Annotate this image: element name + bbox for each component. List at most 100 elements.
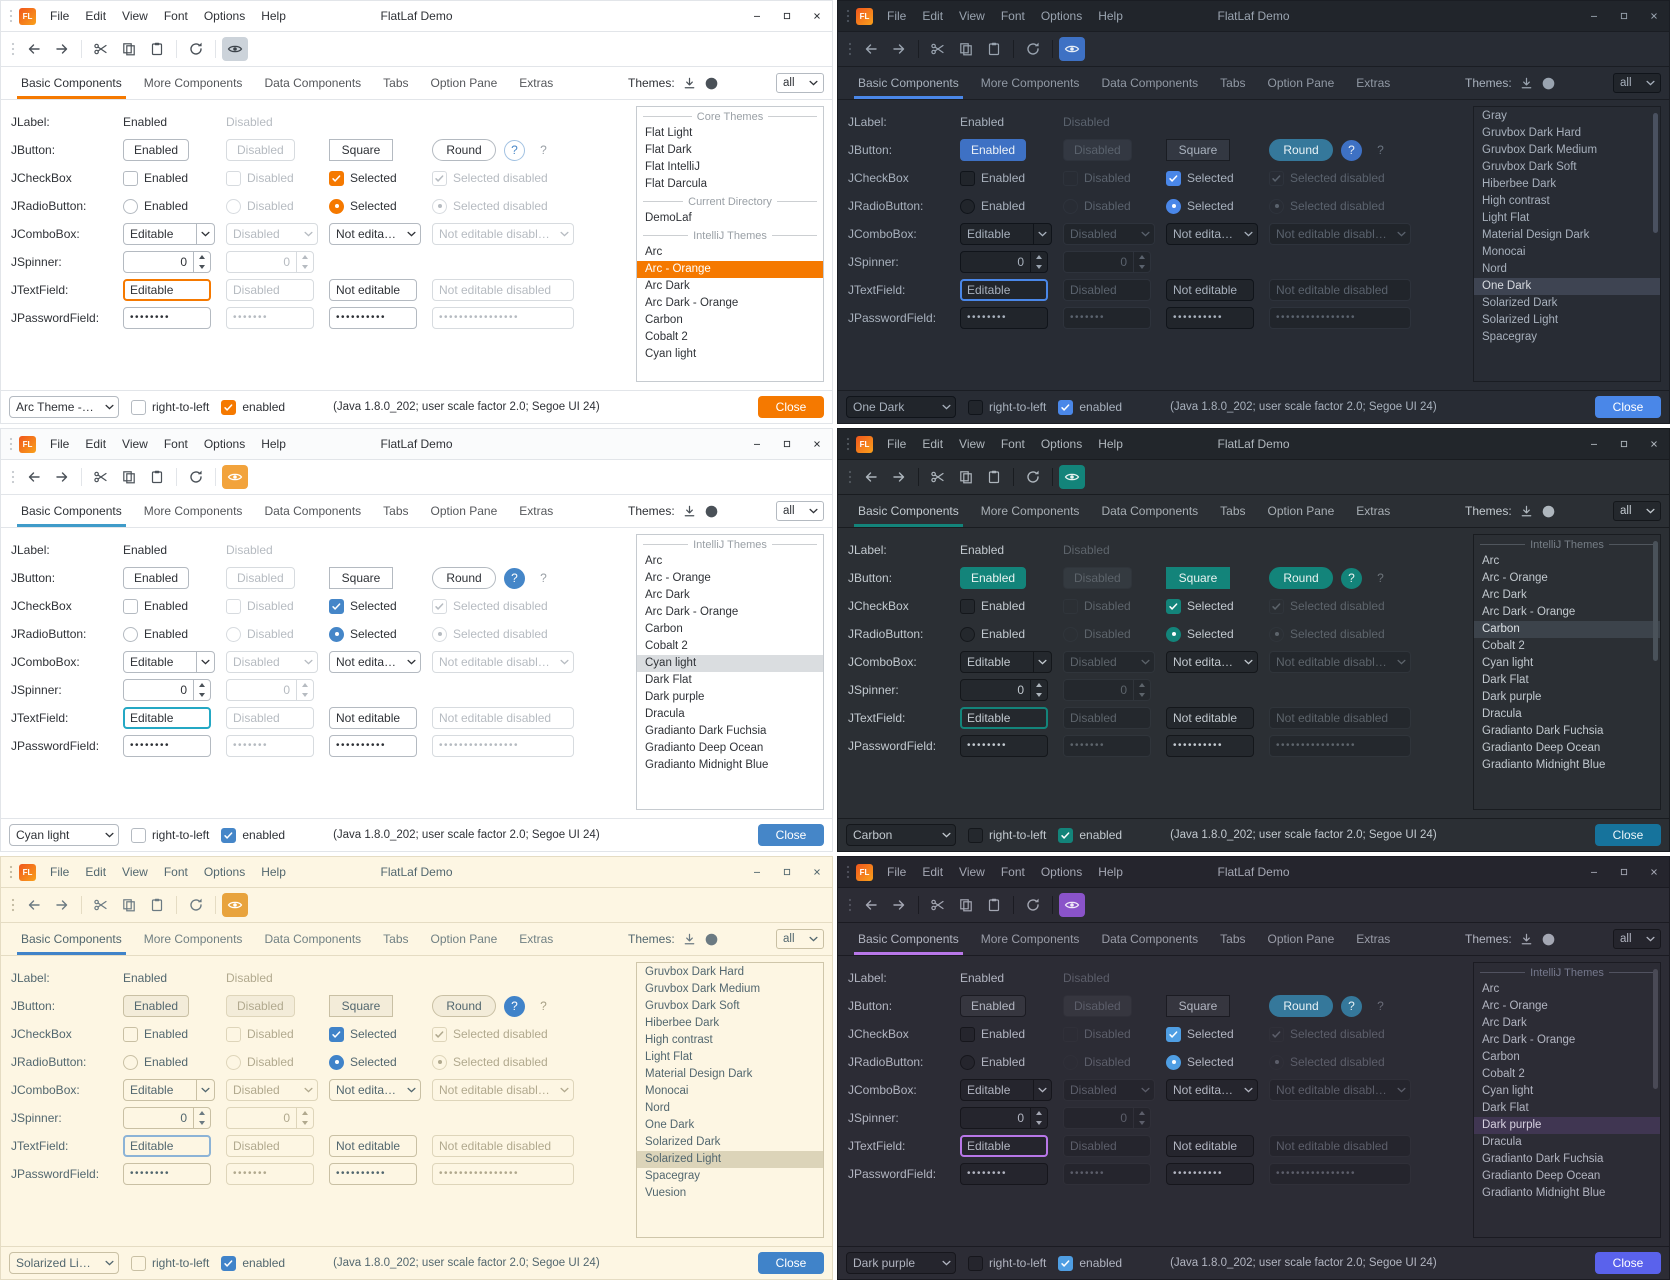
scrollbar-thumb[interactable] (1653, 541, 1658, 662)
minimize-button[interactable] (742, 1, 772, 31)
refresh-button[interactable] (183, 893, 209, 917)
theme-combo[interactable]: One Dark (846, 396, 956, 418)
drag-grip-icon[interactable] (7, 470, 19, 484)
menu-help[interactable]: Help (1098, 9, 1123, 23)
spinner-enabled[interactable]: 0 (960, 679, 1048, 701)
help-button[interactable]: ? (504, 995, 525, 1017)
close-button[interactable]: Close (1595, 396, 1661, 418)
checkbox-selected[interactable]: Selected (329, 1026, 397, 1042)
menu-view[interactable]: View (959, 865, 985, 879)
tab-extras[interactable]: Extras (1356, 932, 1391, 946)
minimize-button[interactable] (1579, 1, 1609, 31)
refresh-button[interactable] (183, 465, 209, 489)
theme-list-item[interactable]: Dark Flat (1482, 1102, 1529, 1114)
github-button[interactable] (704, 504, 719, 519)
refresh-button[interactable] (1020, 893, 1046, 917)
theme-list-item[interactable]: Cobalt 2 (645, 640, 688, 652)
combobox-not-editable[interactable]: Not editable (1166, 651, 1258, 673)
square-button[interactable]: Square (1166, 567, 1230, 589)
combobox-editable[interactable]: Editable (123, 223, 215, 245)
textfield-not-editable[interactable]: Not editable (329, 279, 417, 301)
paste-button[interactable] (981, 465, 1007, 489)
spinner-down-icon[interactable] (1031, 1118, 1047, 1128)
tab-tabs[interactable]: Tabs (1220, 504, 1246, 518)
textfield-editable[interactable]: Editable (123, 707, 211, 729)
theme-list-item[interactable]: Gradianto Dark Fuchsia (1482, 725, 1604, 737)
show-hover-toggle[interactable] (1059, 37, 1085, 61)
copy-button[interactable] (953, 465, 979, 489)
theme-list-item[interactable]: Cyan light (1482, 1085, 1534, 1097)
drag-grip-icon[interactable] (844, 898, 856, 912)
square-button[interactable]: Square (329, 567, 393, 589)
password-field-editable[interactable]: •••••••• (960, 735, 1048, 757)
spinner-buttons[interactable] (1030, 1108, 1047, 1128)
enabled-button[interactable]: Enabled (960, 139, 1027, 161)
theme-list-item[interactable]: Solarized Dark (1482, 297, 1558, 309)
theme-filter-combo[interactable]: all (776, 501, 824, 521)
menu-edit[interactable]: Edit (922, 865, 944, 879)
tab-data-components[interactable]: Data Components (264, 76, 362, 90)
theme-list-item[interactable]: Flat Light (645, 127, 693, 139)
theme-filter-combo[interactable]: all (776, 73, 824, 93)
menu-file[interactable]: File (50, 865, 70, 879)
scrollbar-thumb[interactable] (1653, 113, 1658, 234)
show-hover-toggle[interactable] (1059, 893, 1085, 917)
theme-list-item[interactable]: Gruvbox Dark Hard (645, 966, 745, 978)
menu-help[interactable]: Help (261, 437, 286, 451)
tab-data-components[interactable]: Data Components (1101, 504, 1199, 518)
checkbox-selected[interactable]: Selected (329, 170, 397, 186)
close-button[interactable]: Close (1595, 824, 1661, 846)
drag-grip-icon[interactable] (842, 437, 854, 451)
maximize-button[interactable] (1609, 429, 1639, 459)
spinner-down-icon[interactable] (1031, 262, 1047, 272)
show-hover-toggle[interactable] (222, 465, 248, 489)
theme-list-item[interactable]: Gradianto Dark Fuchsia (645, 725, 767, 737)
back-button[interactable] (858, 37, 884, 61)
theme-list-item[interactable]: Dark Flat (1482, 674, 1529, 686)
theme-list-item[interactable]: Cobalt 2 (1482, 1068, 1525, 1080)
theme-list-item[interactable]: High contrast (645, 1034, 713, 1046)
theme-list-item[interactable]: Cobalt 2 (645, 331, 688, 343)
theme-list-item[interactable]: Gruvbox Dark Medium (645, 983, 761, 995)
textfield-not-editable[interactable]: Not editable (1166, 707, 1254, 729)
back-button[interactable] (858, 465, 884, 489)
spinner-up-icon[interactable] (194, 252, 210, 262)
theme-list-item-selected[interactable]: One Dark (1474, 278, 1660, 295)
help-button[interactable]: ? (1341, 567, 1362, 589)
menu-help[interactable]: Help (1098, 865, 1123, 879)
cut-button[interactable] (88, 37, 114, 61)
tab-basic-components[interactable]: Basic Components (11, 923, 132, 955)
drag-grip-icon[interactable] (7, 898, 19, 912)
menu-edit[interactable]: Edit (922, 9, 944, 23)
theme-list-item[interactable]: Gruvbox Dark Hard (1482, 127, 1582, 139)
theme-combo[interactable]: Carbon (846, 824, 956, 846)
copy-button[interactable] (116, 893, 142, 917)
help-button-plain[interactable]: ? (533, 140, 554, 161)
tab-basic-components[interactable]: Basic Components (848, 67, 969, 99)
theme-list-item[interactable]: Gradianto Deep Ocean (1482, 1170, 1601, 1182)
tab-more-components[interactable]: More Components (980, 932, 1080, 946)
close-window-button[interactable] (1639, 857, 1669, 887)
tab-data-components[interactable]: Data Components (1101, 76, 1199, 90)
github-button[interactable] (1541, 932, 1556, 947)
theme-list-item[interactable]: Dracula (645, 708, 685, 720)
tab-tabs[interactable]: Tabs (383, 76, 409, 90)
menu-help[interactable]: Help (1098, 437, 1123, 451)
combobox-not-editable[interactable]: Not editable (329, 223, 421, 245)
menu-help[interactable]: Help (261, 865, 286, 879)
help-button[interactable]: ? (1341, 139, 1362, 161)
menu-font[interactable]: Font (163, 9, 188, 23)
paste-button[interactable] (144, 893, 170, 917)
textfield-not-editable[interactable]: Not editable (1166, 1135, 1254, 1157)
tab-option-pane[interactable]: Option Pane (430, 932, 498, 946)
tab-option-pane[interactable]: Option Pane (1267, 504, 1335, 518)
maximize-button[interactable] (772, 1, 802, 31)
round-button[interactable]: Round (1269, 567, 1333, 589)
password-field-not-editable[interactable]: •••••••••• (329, 1163, 417, 1185)
theme-combo[interactable]: Cyan light (9, 824, 119, 846)
combobox-editable[interactable]: Editable (960, 1079, 1052, 1101)
theme-list-item-selected[interactable]: Carbon (1474, 621, 1660, 638)
theme-list-scrollbar[interactable] (1652, 108, 1659, 380)
menu-edit[interactable]: Edit (85, 437, 107, 451)
menu-edit[interactable]: Edit (922, 437, 944, 451)
